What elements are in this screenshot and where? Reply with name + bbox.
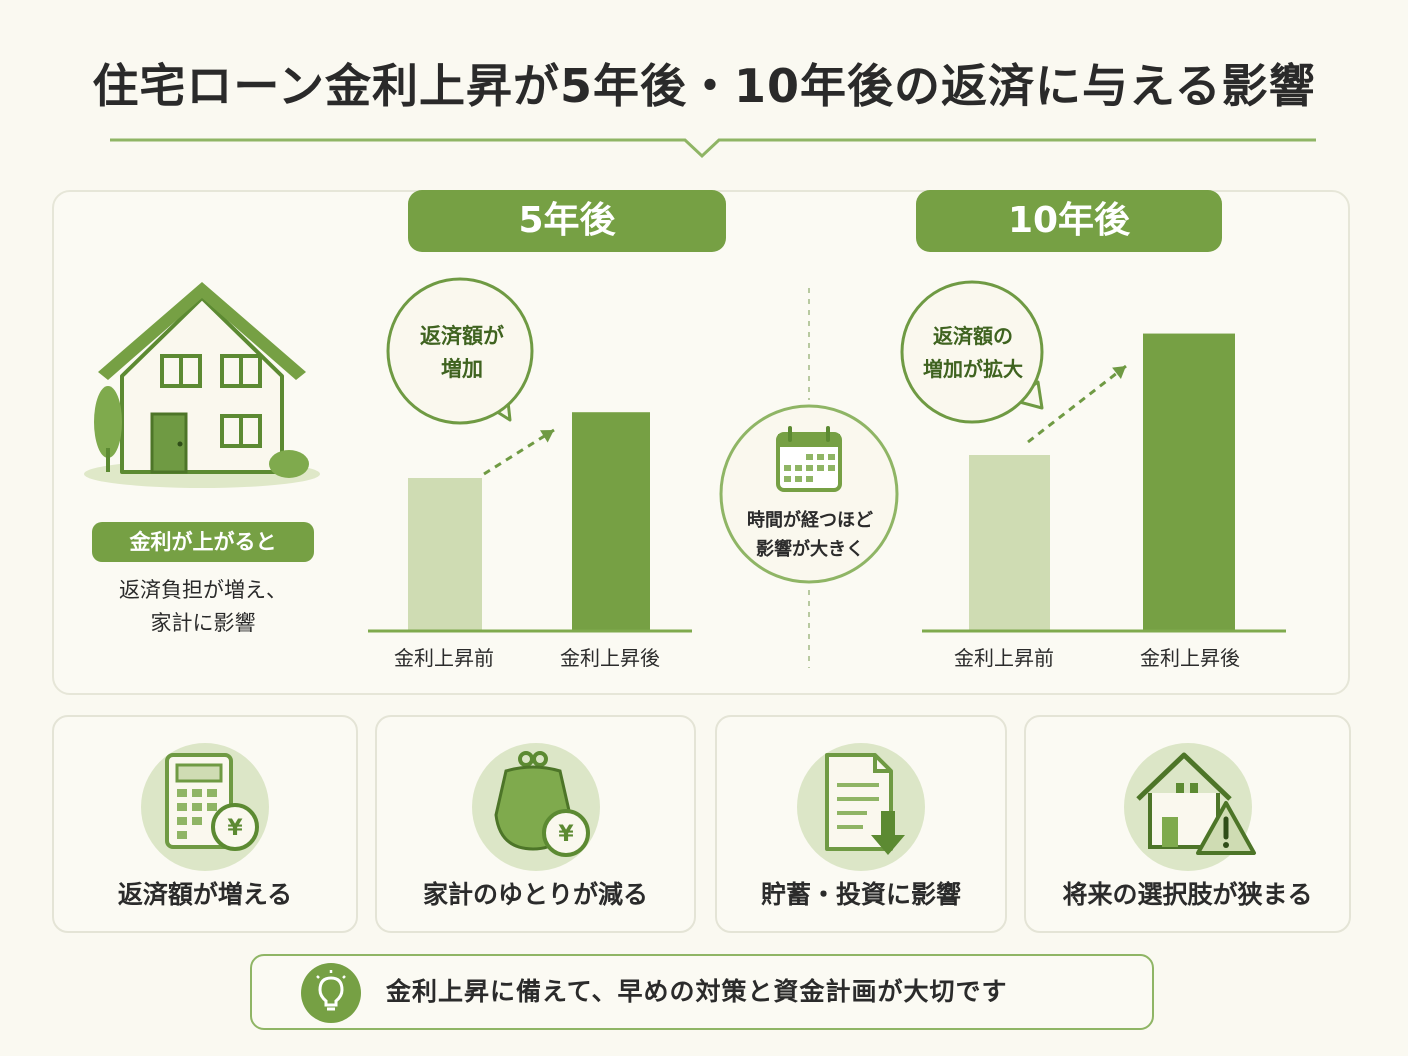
document-down-arrow-icon [797,743,925,871]
bubble-ten-years-line-2: 増加が拡大 [923,357,1023,381]
house-icon [84,282,320,488]
impact-card-label: 家計のゆとりが減る [422,880,648,909]
trend-arrow-head [540,430,554,443]
lightbulb-icon [301,963,361,1023]
calendar-caption: 時間が経つほど 影響が大きく [726,506,894,564]
advice-banner: 金利上昇に備えて、早めの対策と資金計画が大切です [250,954,1154,1030]
calculator-yen-icon: ¥ [141,743,269,871]
rate-rise-line-2: 家計に影響 [150,611,256,635]
speech-bubble [386,277,534,425]
rate-rise-description: 返済負担が増え、 家計に影響 [60,574,346,640]
bar [408,478,482,631]
trend-arrow [483,428,555,476]
tick-label: 金利上昇前 [954,646,1054,670]
five-years-header: 5年後 [408,190,726,252]
tick-label: 金利上昇後 [1140,646,1240,670]
page-title: 住宅ローン金利上昇が5年後・10年後の返済に与える影響 [92,59,1316,113]
impact-card-label: 将来の選択肢が狭まる [1062,880,1313,909]
rate-rise-line-1: 返済負担が増え、 [119,578,287,602]
ten-years-header: 10年後 [916,190,1222,252]
speech-bubble [900,280,1044,424]
impact-card-savings: 貯蓄・投資に影響 [715,715,1007,933]
bubble-five-years: 返済額が 増加 [396,320,528,386]
impact-card-label: 返済額が増える [117,880,293,909]
bubble-ten-years: 返済額の 増加が拡大 [906,320,1040,386]
impact-card-repayment: ¥ 返済額が増える [52,715,358,933]
bubble-five-years-line-1: 返済額が [420,324,504,348]
calendar-icon [719,404,899,584]
trend-arrow-head [1112,366,1126,380]
impact-card-label: 貯蓄・投資に影響 [760,880,961,909]
bar [969,455,1050,631]
bubble-ten-years-line-1: 返済額の [933,324,1013,348]
advice-text: 金利上昇に備えて、早めの対策と資金計画が大切です [386,977,1008,1006]
svg-text:¥: ¥ [227,816,243,841]
calendar-caption-line-1: 時間が経つほど [747,510,873,531]
impact-card-household: ¥ 家計のゆとりが減る [375,715,696,933]
wallet-yen-icon: ¥ [471,743,600,871]
tick-label: 金利上昇後 [560,646,660,670]
impact-card-future: 将来の選択肢が狭まる [1024,715,1351,933]
tick-label: 金利上昇前 [394,646,494,670]
title-divider [110,138,1316,159]
bar [1143,333,1235,631]
rate-rise-tag: 金利が上がると [92,522,314,562]
bar [572,412,650,631]
bubble-five-years-line-2: 増加 [441,357,483,381]
svg-text:¥: ¥ [558,822,574,847]
house-warning-icon [1123,743,1256,871]
calendar-caption-line-2: 影響が大きく [756,539,864,560]
